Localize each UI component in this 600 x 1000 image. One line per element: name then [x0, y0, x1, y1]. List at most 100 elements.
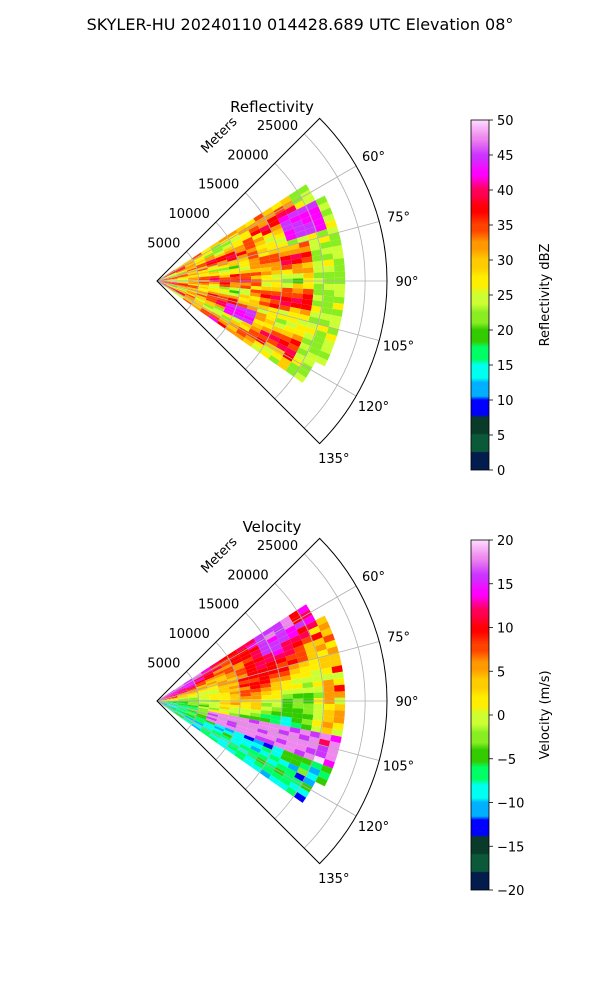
radar-gate — [229, 709, 240, 715]
radar-gate — [206, 716, 217, 722]
radar-gate — [174, 712, 184, 719]
radar-gate — [166, 693, 177, 698]
radar-gate — [267, 730, 279, 738]
radar-gate — [287, 209, 300, 220]
radar-gate — [330, 734, 342, 744]
radar-gate — [249, 715, 261, 721]
radar-gate — [292, 703, 304, 709]
radar-gate — [232, 313, 244, 321]
radar-gate — [203, 672, 214, 679]
radar-gate — [285, 366, 298, 377]
radar-gate — [280, 720, 292, 727]
radar-gate — [208, 273, 220, 277]
reflectivity-colorbar: 0 5 10 15 20 25 30 35 40 45 50 Reflectivity dBZ — [470, 114, 553, 479]
radar-gate — [248, 328, 260, 337]
radar-gate — [244, 731, 256, 739]
radar-gate — [322, 253, 334, 261]
radar-gate — [264, 236, 276, 244]
radar-gate — [259, 644, 271, 653]
radar-gate — [246, 308, 257, 315]
colorbar-tick-label: 30 — [497, 254, 514, 269]
radar-gate — [202, 250, 213, 258]
radar-gate — [303, 272, 314, 279]
radar-gate — [187, 271, 198, 275]
radar-gate — [271, 201, 283, 211]
radar-gate — [262, 345, 274, 355]
radar-gate — [184, 682, 195, 688]
radar-gate — [313, 272, 325, 279]
radar-gate — [313, 335, 325, 345]
radar-gate — [285, 786, 298, 797]
radar-gate — [306, 771, 319, 782]
radar-gate — [323, 685, 335, 693]
radar-gate — [177, 702, 189, 705]
radar-gate — [257, 308, 269, 315]
radar-gate — [219, 697, 231, 700]
radar-gate — [207, 266, 219, 271]
radar-gate — [239, 266, 251, 271]
radar-gate — [219, 272, 230, 276]
radar-gate — [255, 243, 267, 251]
radar-gate — [271, 771, 283, 781]
radar-gate — [230, 276, 241, 280]
radar-gate — [185, 713, 196, 719]
radar-gate — [251, 702, 262, 707]
radar-gate — [208, 693, 220, 697]
radar-gate — [208, 691, 220, 695]
radar-gate — [321, 247, 333, 255]
radar-gate — [311, 340, 323, 351]
radar-gate — [213, 305, 225, 312]
radar-gate — [205, 719, 216, 726]
radar-gate — [196, 293, 207, 298]
radar-gate — [239, 294, 250, 299]
radar-gate — [200, 246, 211, 255]
radar-gate — [185, 264, 196, 270]
colorbar-tick-label: −20 — [497, 884, 524, 899]
radar-gate — [250, 285, 262, 291]
radar-gate — [187, 691, 198, 695]
radar-gate — [239, 711, 251, 716]
radar-gate — [219, 284, 231, 288]
radar-gate — [269, 719, 281, 725]
radar-gate — [275, 342, 288, 352]
radar-gate — [240, 708, 251, 713]
radar-gate — [234, 731, 245, 738]
radar-gate — [322, 338, 335, 349]
radar-gate — [303, 332, 316, 341]
radar-gate — [209, 281, 220, 285]
radar-gate — [313, 692, 325, 699]
radar-gate — [298, 240, 310, 249]
radar-gate — [299, 342, 311, 352]
radar-gate — [176, 707, 187, 712]
radar-gate — [227, 297, 239, 303]
radar-gate — [269, 257, 281, 263]
radar-gate — [271, 707, 283, 712]
radar-gate — [196, 262, 207, 268]
radar-gate — [312, 260, 324, 268]
radar-gate — [165, 689, 175, 696]
radar-gate — [292, 273, 304, 279]
radar-gate — [186, 267, 197, 272]
radar-gate — [303, 194, 316, 206]
radar-gate — [292, 708, 304, 714]
radar-gate — [218, 264, 229, 269]
radar-gate — [259, 717, 271, 723]
radar-gate — [334, 710, 345, 718]
radar-gate — [177, 696, 189, 699]
radar-gate — [259, 349, 271, 359]
radar-gate — [271, 685, 282, 691]
radar-gate — [323, 715, 335, 723]
radar-gate — [197, 265, 208, 271]
radar-gate — [247, 725, 258, 732]
radar-gate — [262, 765, 274, 775]
radar-gate — [269, 672, 281, 680]
radar-gate — [224, 727, 236, 734]
radar-gate — [272, 227, 284, 236]
radar-gate — [186, 710, 197, 715]
azimuth-tick-label: 90° — [395, 695, 418, 710]
radar-gate — [198, 271, 209, 275]
radar-gate — [185, 292, 196, 298]
radar-gate — [324, 271, 335, 279]
azimuth-tick-label: 60° — [362, 150, 385, 165]
radar-gate — [229, 289, 240, 295]
